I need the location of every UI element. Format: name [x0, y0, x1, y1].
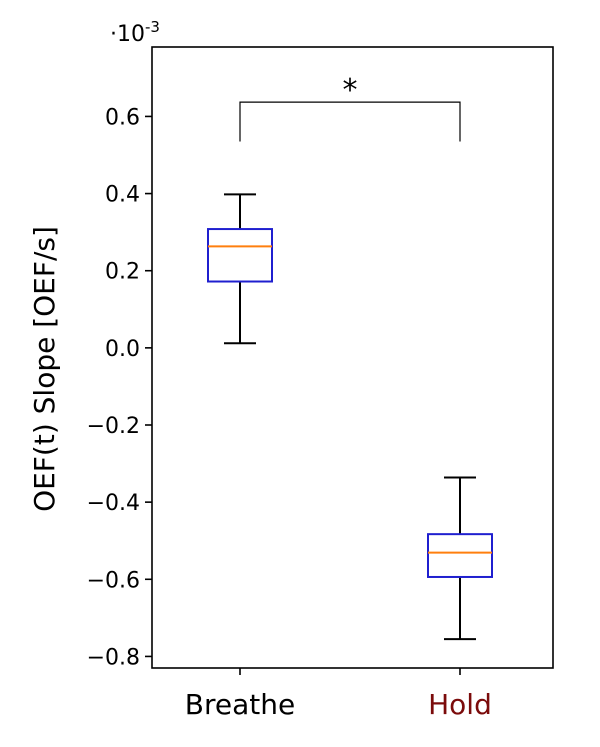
y-tick-label: −0.2: [87, 414, 140, 439]
box-breathe: [207, 193, 273, 345]
y-tick-label: −0.8: [87, 645, 140, 670]
bracket-line: [239, 101, 461, 142]
scale-base: ·10: [110, 22, 145, 47]
significance-star: *: [343, 73, 358, 108]
y-tick-label: 0.0: [105, 337, 140, 362]
y-tick-label: −0.6: [87, 568, 140, 593]
boxes: [207, 193, 493, 641]
y-tick-label: 0.6: [105, 105, 140, 130]
iqr-box: [207, 228, 273, 283]
y-tick-label: −0.4: [87, 491, 140, 516]
axis-scale-label: ·10-3: [110, 18, 160, 47]
y-axis-label: OEF(t) Slope [OEF/s]: [28, 226, 61, 512]
y-axis-ticks: 0.6 0.4 0.2 0.0 −0.2 −0.4 −0.6 −0.8: [87, 105, 152, 670]
iqr-box: [427, 533, 493, 578]
plot-frame: [151, 46, 554, 669]
scale-exponent: -3: [145, 18, 160, 36]
x-tick-label-hold: Hold: [428, 688, 492, 721]
box-hold: [427, 476, 493, 641]
significance-bracket: *: [239, 73, 461, 142]
y-tick-label: 0.2: [105, 260, 140, 285]
y-tick-label: 0.4: [105, 183, 140, 208]
x-tick-label-breathe: Breathe: [185, 688, 295, 721]
x-axis-categories: Breathe Hold: [185, 668, 492, 721]
